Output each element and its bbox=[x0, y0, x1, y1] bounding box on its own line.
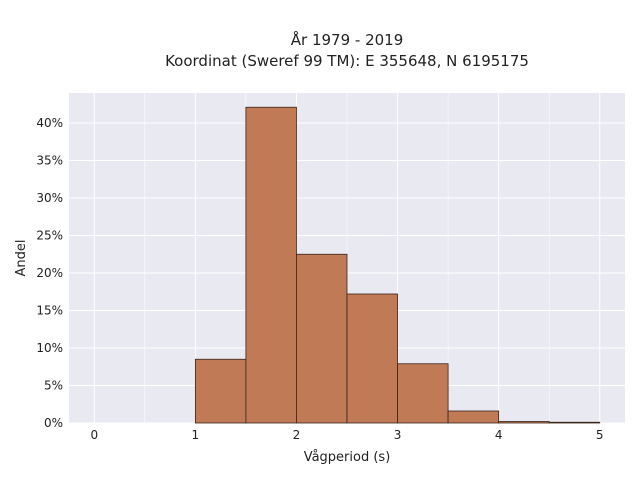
x-tick-label: 3 bbox=[394, 428, 402, 442]
y-tick-label: 10% bbox=[36, 341, 63, 355]
x-tick-label: 0 bbox=[90, 428, 98, 442]
histogram-bar-4 bbox=[346, 293, 398, 424]
y-axis-label: Andel bbox=[14, 240, 29, 277]
histogram-bar-8 bbox=[548, 421, 601, 424]
histogram-bar-5 bbox=[397, 363, 449, 424]
x-axis-label: Vågperiod (s) bbox=[304, 450, 391, 465]
histogram-bars bbox=[194, 106, 601, 424]
histogram-bar-2 bbox=[245, 106, 297, 424]
chart-title-line-2: Koordinat (Sweref 99 TM): E 355648, N 61… bbox=[165, 52, 529, 70]
y-tick-label: 15% bbox=[36, 304, 63, 318]
x-axis-ticks: 0 1 2 3 4 5 bbox=[90, 428, 603, 442]
x-tick-label: 4 bbox=[495, 428, 503, 442]
x-tick-label: 1 bbox=[192, 428, 200, 442]
x-tick-label: 2 bbox=[293, 428, 301, 442]
y-tick-label: 5% bbox=[44, 379, 63, 393]
y-axis-ticks: 0% 5% 10% 15% 20% 25% 30% 35% 40% bbox=[36, 116, 63, 430]
y-tick-label: 40% bbox=[36, 116, 63, 130]
chart-title-line-1: År 1979 - 2019 bbox=[291, 30, 404, 49]
x-tick-label: 5 bbox=[596, 428, 604, 442]
histogram-bar-6 bbox=[447, 410, 500, 424]
y-tick-label: 0% bbox=[44, 416, 63, 430]
histogram-bar-1 bbox=[194, 358, 247, 424]
y-tick-label: 20% bbox=[36, 266, 63, 280]
y-tick-label: 35% bbox=[36, 154, 63, 168]
y-tick-label: 25% bbox=[36, 229, 63, 243]
y-tick-label: 30% bbox=[36, 191, 63, 205]
histogram-bar-3 bbox=[296, 253, 348, 424]
histogram-bar-7 bbox=[498, 421, 550, 424]
